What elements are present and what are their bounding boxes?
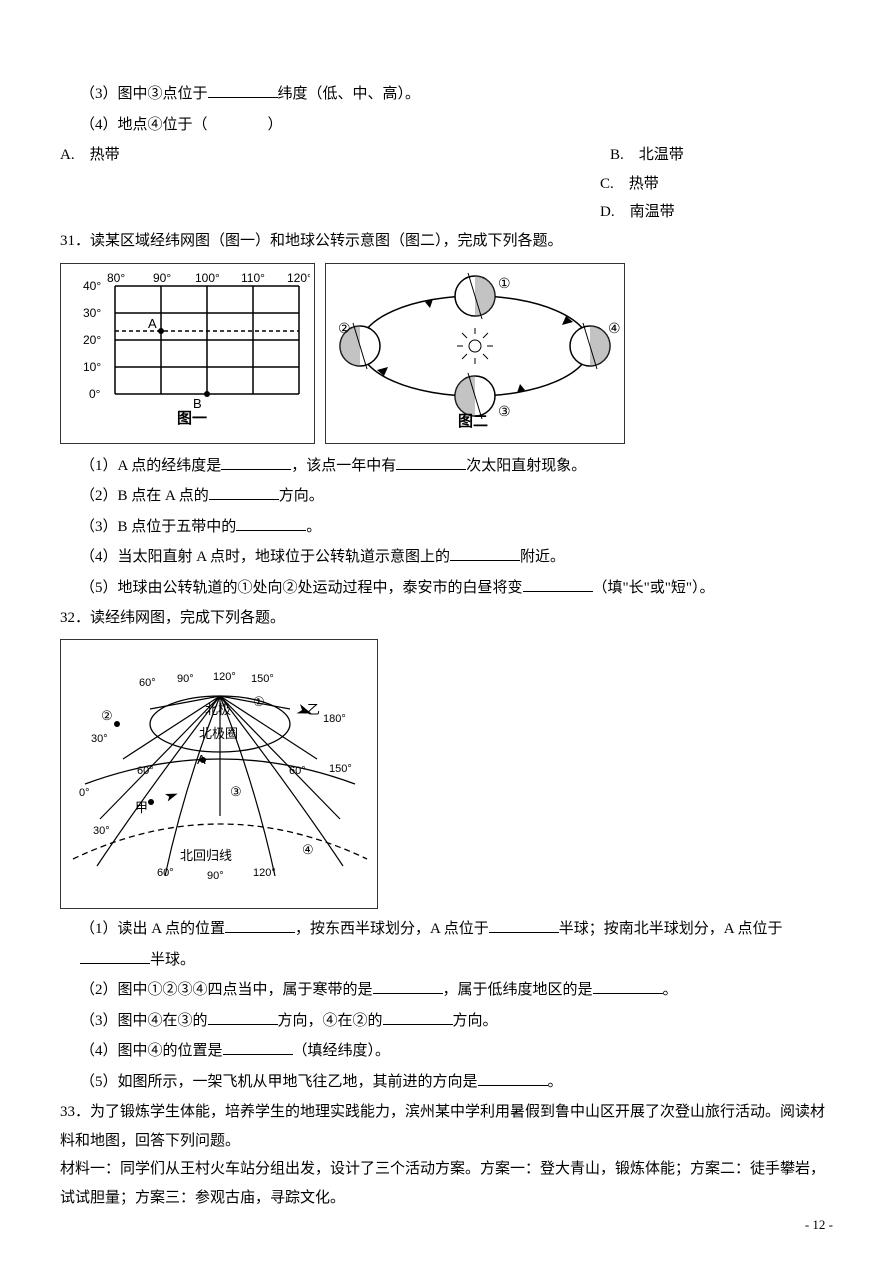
svg-text:B: B bbox=[193, 396, 202, 411]
blank bbox=[208, 83, 278, 98]
svg-text:③: ③ bbox=[498, 403, 511, 419]
svg-text:③: ③ bbox=[230, 784, 242, 799]
q32-sub5: （5）如图所示，一架飞机从甲地飞往乙地，其前进的方向是。 bbox=[80, 1068, 833, 1097]
option-c: C. 热带 bbox=[600, 170, 833, 199]
svg-text:150°: 150° bbox=[251, 673, 274, 685]
q32-stem: 32．读经纬网图，完成下列各题。 bbox=[60, 604, 833, 633]
svg-text:150°: 150° bbox=[329, 763, 352, 775]
q33-stem: 33．为了锻炼学生体能，培养学生的地理实践能力，滨州某中学利用暑假到鲁中山区开展… bbox=[60, 1098, 833, 1155]
fig1-grid: 80° 90° 100° 110° 120° 40° 30° 20° 10° 0… bbox=[65, 268, 310, 428]
fig2-box: ① ② ③ ④ 图二 bbox=[325, 263, 625, 444]
svg-text:北极圈: 北极圈 bbox=[199, 726, 238, 741]
svg-text:60°: 60° bbox=[157, 867, 174, 879]
q30-sub4: （4）地点④位于（ ） bbox=[80, 111, 833, 140]
svg-text:120°: 120° bbox=[213, 671, 236, 683]
option-a: A. 热带 bbox=[60, 141, 610, 170]
svg-text:0°: 0° bbox=[89, 387, 101, 401]
svg-text:60°: 60° bbox=[137, 765, 154, 777]
svg-text:乙: 乙 bbox=[307, 702, 320, 717]
q31-stem: 31．读某区域经纬网图（图一）和地球公转示意图（图二），完成下列各题。 bbox=[60, 227, 833, 256]
q32-sub1: （1）读出 A 点的位置，按东西半球划分，A 点位于半球；按南北半球划分，A 点… bbox=[80, 915, 833, 944]
svg-text:90°: 90° bbox=[153, 271, 171, 285]
svg-text:图一: 图一 bbox=[177, 410, 207, 427]
svg-text:60°: 60° bbox=[139, 677, 156, 689]
svg-text:80°: 80° bbox=[107, 271, 125, 285]
svg-text:180°: 180° bbox=[323, 713, 346, 725]
options-row-ab: A. 热带 B. 北温带 bbox=[60, 141, 833, 170]
svg-text:120°: 120° bbox=[253, 867, 276, 879]
option-b: B. 北温带 bbox=[610, 141, 684, 170]
svg-text:①: ① bbox=[253, 694, 265, 709]
q32-sub4: （4）图中④的位置是（填经纬度）。 bbox=[80, 1037, 833, 1066]
svg-text:120°: 120° bbox=[287, 271, 310, 285]
svg-text:0°: 0° bbox=[79, 787, 90, 799]
fig2-orbit: ① ② ③ ④ 图二 bbox=[330, 268, 620, 428]
page-number: - 12 - bbox=[805, 1213, 833, 1238]
svg-text:30°: 30° bbox=[93, 825, 110, 837]
fig1-box: 80° 90° 100° 110° 120° 40° 30° 20° 10° 0… bbox=[60, 263, 315, 444]
q31-sub1: （1）A 点的经纬度是，该点一年中有次太阳直射现象。 bbox=[80, 452, 833, 481]
q33-mat1: 材料一：同学们从王村火车站分组出发，设计了三个活动方案。方案一：登大青山，锻炼体… bbox=[60, 1155, 833, 1212]
svg-text:90°: 90° bbox=[177, 673, 194, 685]
svg-text:②: ② bbox=[338, 320, 351, 336]
svg-text:④: ④ bbox=[608, 320, 620, 336]
svg-text:北极: 北极 bbox=[205, 702, 231, 717]
svg-text:110°: 110° bbox=[241, 271, 265, 285]
svg-text:100°: 100° bbox=[195, 271, 220, 285]
q32-sub3: （3）图中④在③的方向，④在②的方向。 bbox=[80, 1007, 833, 1036]
q31-sub2: （2）B 点在 A 点的方向。 bbox=[80, 482, 833, 511]
svg-text:30°: 30° bbox=[91, 733, 108, 745]
q32-sub2: （2）图中①②③④四点当中，属于寒带的是，属于低纬度地区的是。 bbox=[80, 976, 833, 1005]
text: 纬度（低、中、高）。 bbox=[278, 86, 421, 102]
fig3-polar: 60° 90° 120° 150° 180° 150° 120° 90° 60°… bbox=[65, 644, 375, 894]
q31-sub5: （5）地球由公转轨道的①处向②处运动过程中，泰安市的白昼将变（填"长"或"短"）… bbox=[80, 574, 833, 603]
q31-sub3: （3）B 点位于五带中的。 bbox=[80, 513, 833, 542]
q31-figures: 80° 90° 100° 110° 120° 40° 30° 20° 10° 0… bbox=[60, 263, 833, 444]
q30-sub3: （3）图中③点位于 纬度（低、中、高）。 bbox=[80, 80, 833, 109]
svg-text:②: ② bbox=[101, 708, 113, 723]
fig3-box: 60° 90° 120° 150° 180° 150° 120° 90° 60°… bbox=[60, 639, 378, 910]
svg-text:30°: 30° bbox=[83, 306, 101, 320]
airplane-icon bbox=[165, 789, 179, 801]
svg-text:A: A bbox=[148, 316, 157, 331]
q32-sub1-cont: 半球。 bbox=[80, 946, 833, 975]
svg-text:图二: 图二 bbox=[458, 413, 488, 428]
svg-text:北回归线: 北回归线 bbox=[180, 848, 232, 863]
q31-sub4: （4）当太阳直射 A 点时，地球位于公转轨道示意图上的附近。 bbox=[80, 543, 833, 572]
svg-text:甲: 甲 bbox=[135, 800, 148, 815]
svg-text:④: ④ bbox=[302, 842, 314, 857]
svg-text:90°: 90° bbox=[207, 870, 224, 882]
svg-text:60°: 60° bbox=[289, 765, 306, 777]
svg-text:①: ① bbox=[498, 275, 511, 291]
option-d: D. 南温带 bbox=[600, 198, 833, 227]
svg-text:40°: 40° bbox=[83, 279, 101, 293]
svg-text:20°: 20° bbox=[83, 333, 101, 347]
svg-text:10°: 10° bbox=[83, 360, 101, 374]
text: （3）图中③点位于 bbox=[80, 86, 208, 102]
